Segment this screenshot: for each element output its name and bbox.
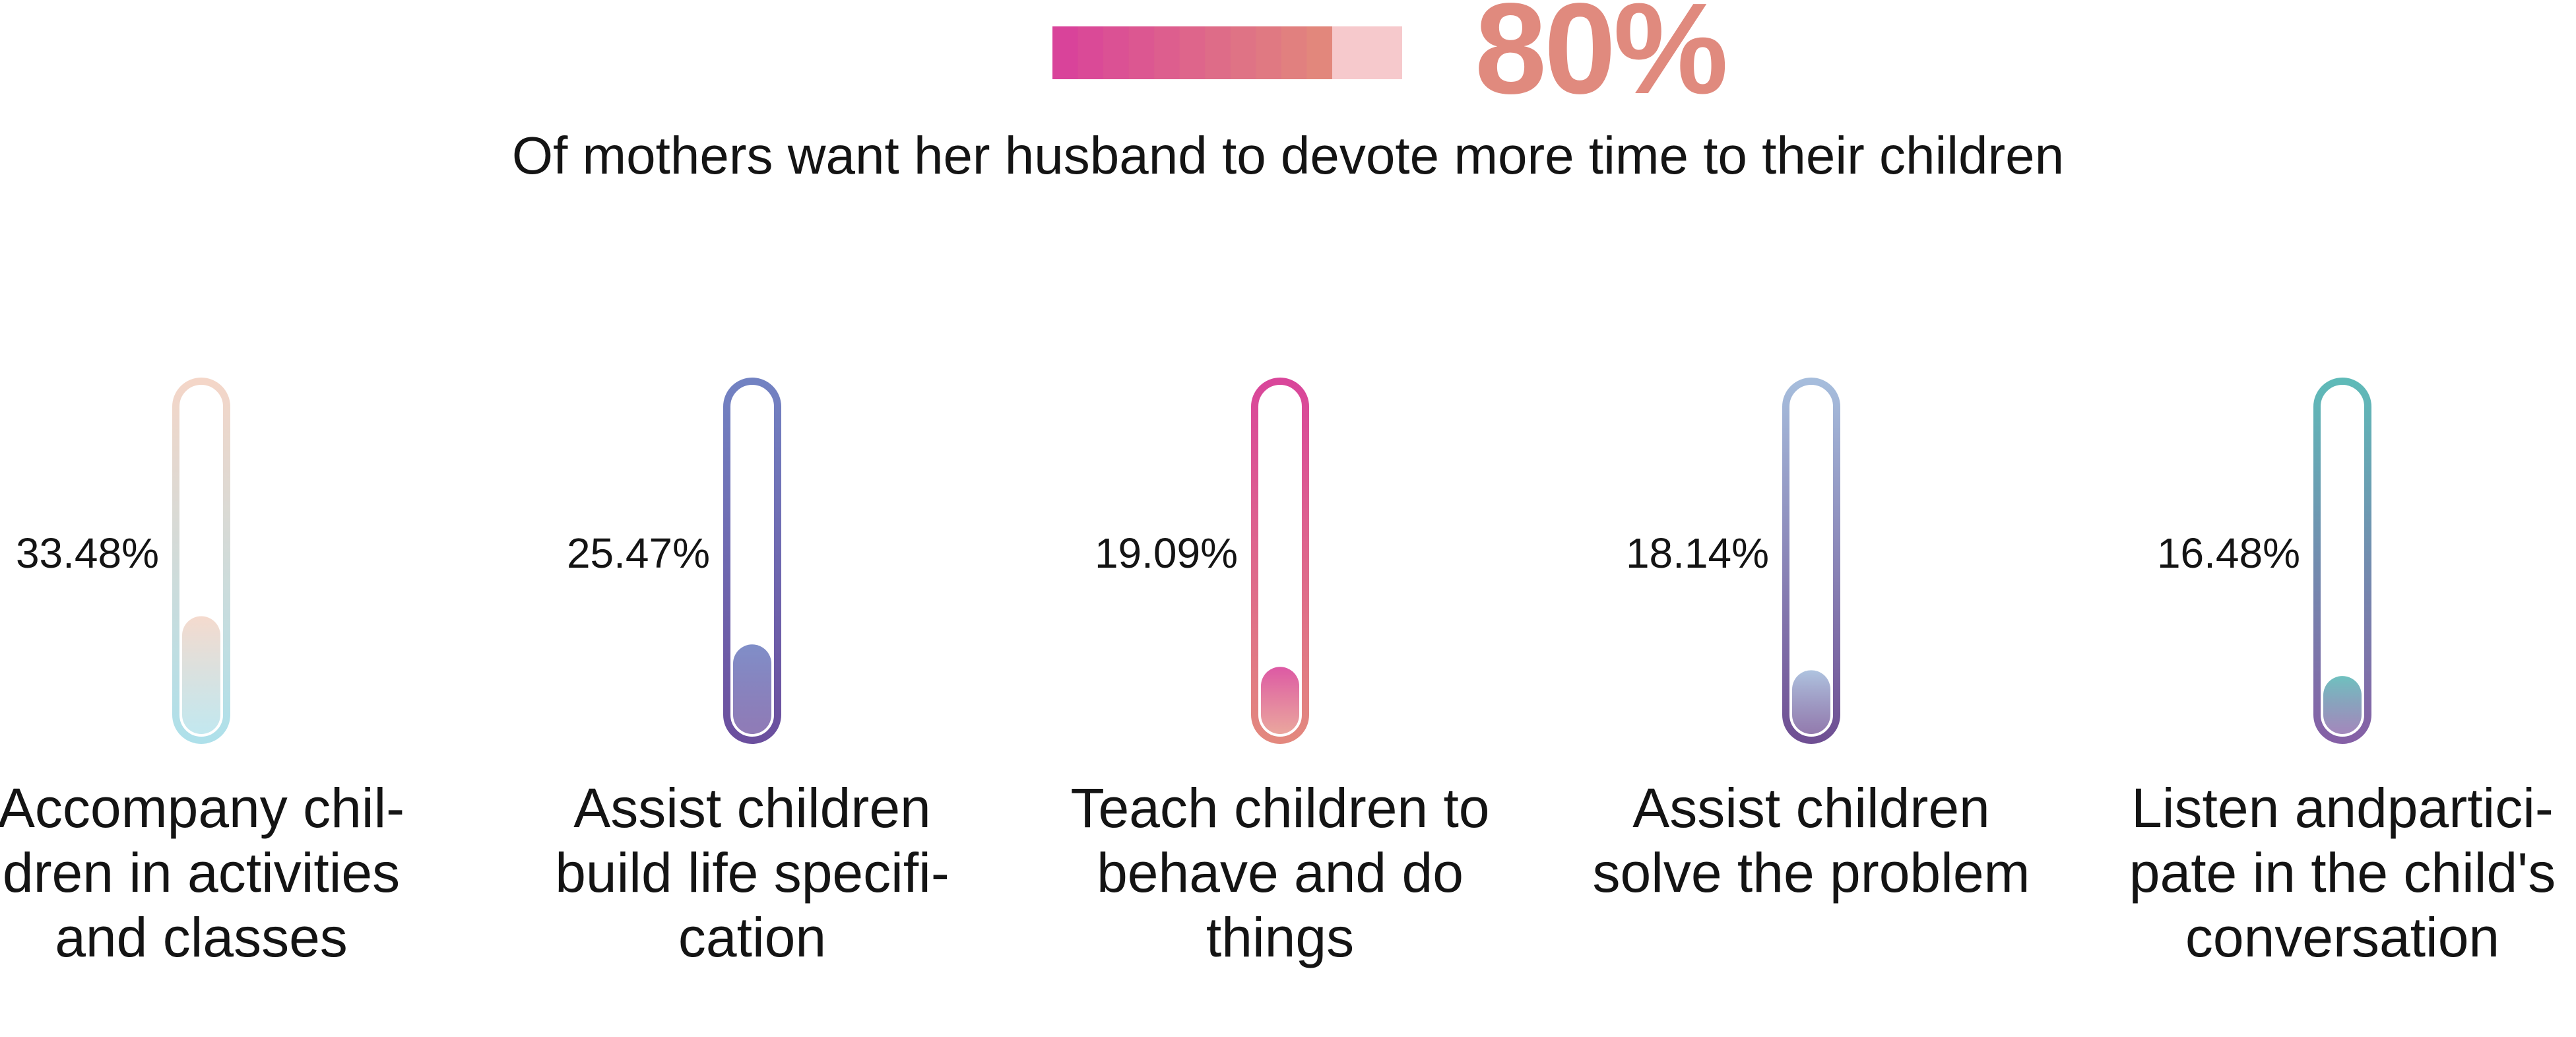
thermometer-tube <box>172 378 230 744</box>
category-label-line: solve the problem <box>1592 842 2030 904</box>
thermometer-graphic <box>1782 378 1840 744</box>
category-label: Listen andpartici-pate in the child's con… <box>2078 776 2576 970</box>
thermometer-item: 16.48% Listen andpartici-pate in the chil… <box>2078 370 2576 1003</box>
thermometer-fill <box>182 616 220 734</box>
value-label: 16.48% <box>2156 529 2300 577</box>
thermometer-tube <box>1782 378 1840 744</box>
headline-bar-segment <box>1306 26 1333 79</box>
thermometer-tube <box>723 378 781 744</box>
thermometer-fill <box>2323 676 2362 734</box>
thermometer-graphic <box>172 378 230 744</box>
thermometer-tube <box>1251 378 1309 744</box>
category-label-line: Assist children <box>1632 777 1990 839</box>
category-label: Assist children solve the problem <box>1547 776 2075 905</box>
category-label: Teach children to behave and do things <box>1016 776 1544 970</box>
thermometer-graphic <box>1251 378 1309 744</box>
headline-bar-remainder <box>1332 26 1402 79</box>
headline-bar-segment <box>1154 26 1180 79</box>
headline-bar-segment <box>1103 26 1130 79</box>
category-label-line: build life specifi- <box>555 842 950 904</box>
category-label-line: things <box>1206 906 1355 968</box>
headline-progress-bar <box>1052 26 1402 79</box>
category-label: Accompany chil-dren in activities and cla… <box>0 776 465 970</box>
thermometer-graphic <box>723 378 781 744</box>
value-label: 18.14% <box>1625 529 1769 577</box>
category-label-line: Teach children to <box>1070 777 1490 839</box>
category-label-line: pate in the child's <box>2129 842 2556 904</box>
headline-bar-segment <box>1230 26 1257 79</box>
category-label-line: and classes <box>55 906 348 968</box>
thermometer-item: 25.47% Assist children build life specifi-… <box>488 370 1016 1003</box>
headline-bar-segment <box>1205 26 1231 79</box>
category-label-line: Accompany chil- <box>0 777 405 839</box>
thermometer-item: 33.48% Accompany chil-dren in activities a… <box>0 370 465 1003</box>
thermometer-fill <box>1261 667 1299 734</box>
thermometer-item: 18.14% Assist children solve the problem <box>1547 370 2075 1003</box>
value-label: 19.09% <box>1094 529 1238 577</box>
headline-bar-segment <box>1281 26 1308 79</box>
category-label: Assist children build life specifi-cation <box>488 776 1016 970</box>
thermometer-tube <box>2313 378 2371 744</box>
headline-bar-segment <box>1179 26 1206 79</box>
headline-bar-segment <box>1256 26 1282 79</box>
category-label-line: cation <box>678 906 827 968</box>
thermometer-graphic <box>2313 378 2371 744</box>
thermometer-fill <box>733 644 771 734</box>
thermometer-item: 19.09% Teach children to behave and do thin… <box>1016 370 1544 1003</box>
value-label: 33.48% <box>15 529 159 577</box>
headline-value: 80% <box>1475 0 1728 121</box>
headline-caption: Of mothers want her husband to devote mo… <box>511 126 2065 185</box>
value-label: 25.47% <box>566 529 710 577</box>
category-label-line: conversation <box>2185 906 2500 968</box>
headline-bar-segment <box>1052 26 1079 79</box>
headline-bar-segment <box>1078 26 1104 79</box>
category-label-line: Assist children <box>573 777 931 839</box>
thermometer-fill <box>1792 670 1830 734</box>
category-label-line: Listen andpartici- <box>2131 777 2554 839</box>
headline-bar-segment <box>1128 26 1155 79</box>
category-label-line: dren in activities <box>2 842 401 904</box>
category-label-line: behave and do <box>1097 842 1464 904</box>
